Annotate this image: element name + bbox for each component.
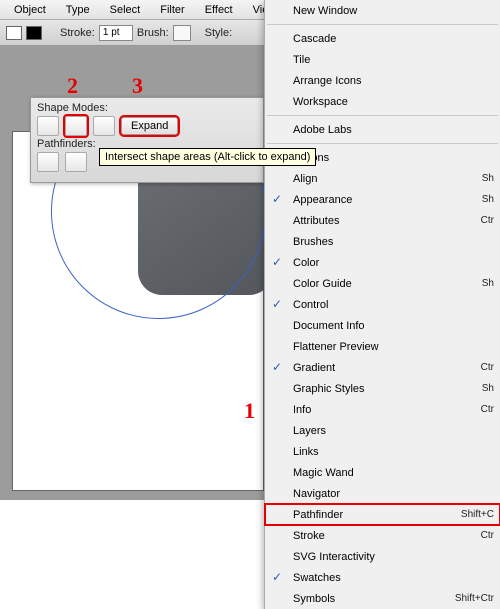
shortcut-label: Ctr <box>481 362 494 373</box>
menuitem-label: Tile <box>293 54 310 66</box>
callout-2: 2 <box>67 73 78 99</box>
check-icon: ✓ <box>272 192 282 206</box>
menuitem-label: Links <box>293 446 319 458</box>
menuitem-info[interactable]: Info Ctr <box>265 399 500 420</box>
menuitem-brushes[interactable]: Brushes <box>265 231 500 252</box>
menuitem-label: Symbols <box>293 593 335 605</box>
shapemode-intersect-icon[interactable] <box>65 116 87 136</box>
menuitem-label: Workspace <box>293 96 348 108</box>
shortcut-label: Sh <box>482 173 494 184</box>
menuitem-workspace[interactable]: Workspace <box>265 91 500 112</box>
menuitem-label: Appearance <box>293 194 352 206</box>
style-label: Style: <box>205 27 233 39</box>
shapemode-exclude-icon[interactable] <box>93 116 115 136</box>
menuitem-label: Stroke <box>293 530 325 542</box>
menuitem-layers[interactable]: Layers <box>265 420 500 441</box>
menuitem-label: New Window <box>293 5 357 17</box>
check-icon: ✓ <box>272 255 282 269</box>
pathfinder-panel: Shape Modes: Expand Pathfinders: Interse… <box>30 97 264 183</box>
menuitem-label: Pathfinder <box>293 509 343 521</box>
menuitem-control[interactable]: ✓ Control <box>265 294 500 315</box>
menuitem-navigator[interactable]: Navigator <box>265 483 500 504</box>
shortcut-label: Sh <box>482 278 494 289</box>
menuitem-label: Align <box>293 173 317 185</box>
menuitem-label: Brushes <box>293 236 333 248</box>
menu-filter[interactable]: Filter <box>150 2 194 18</box>
pathfinder-trim-icon[interactable] <box>65 152 87 172</box>
stroke-swatch[interactable] <box>26 26 42 40</box>
menuitem-cascade[interactable]: Cascade <box>265 28 500 49</box>
menu-type[interactable]: Type <box>56 2 100 18</box>
menuitem-label: Attributes <box>293 215 339 227</box>
menuitem-label: Layers <box>293 425 326 437</box>
check-icon: ✓ <box>272 297 282 311</box>
shortcut-label: Shift+C <box>461 509 494 520</box>
pathfinder-divide-icon[interactable] <box>37 152 59 172</box>
check-icon: ✓ <box>272 360 282 374</box>
menuitem-align[interactable]: Align Sh <box>265 168 500 189</box>
menuitem-label: Info <box>293 404 311 416</box>
shortcut-label: Sh <box>482 383 494 394</box>
menu-effect[interactable]: Effect <box>195 2 243 18</box>
menuitem-label: Arrange Icons <box>293 75 361 87</box>
shapemode-add-icon[interactable] <box>37 116 59 136</box>
menuitem-links[interactable]: Links <box>265 441 500 462</box>
menuitem-arrange-icons[interactable]: Arrange Icons <box>265 70 500 91</box>
menuitem-label: Document Info <box>293 320 365 332</box>
menuitem-stroke[interactable]: Stroke Ctr <box>265 525 500 546</box>
menuitem-pathfinder[interactable]: Pathfinder Shift+C <box>265 504 500 525</box>
artboard[interactable] <box>12 131 264 491</box>
menuitem-swatches[interactable]: ✓ Swatches <box>265 567 500 588</box>
check-icon: ✓ <box>272 570 282 584</box>
menuitem-new-window[interactable]: New Window <box>265 0 500 21</box>
brush-label: Brush: <box>137 27 169 39</box>
menuitem-flattener-preview[interactable]: Flattener Preview <box>265 336 500 357</box>
menuitem-label: Swatches <box>293 572 341 584</box>
menuitem-appearance[interactable]: ✓ Appearance Sh <box>265 189 500 210</box>
menuitem-svg-interactivity[interactable]: SVG Interactivity <box>265 546 500 567</box>
menuitem-magic-wand[interactable]: Magic Wand <box>265 462 500 483</box>
shortcut-label: Ctr <box>481 215 494 226</box>
menuitem-label: Navigator <box>293 488 340 500</box>
menuitem-label: SVG Interactivity <box>293 551 375 563</box>
callout-1: 1 <box>244 398 255 424</box>
menuitem-label: Flattener Preview <box>293 341 379 353</box>
menuitem-symbols[interactable]: Symbols Shift+Ctr <box>265 588 500 609</box>
shape-modes-label: Shape Modes: <box>37 102 257 114</box>
menuitem-label: Color <box>293 257 319 269</box>
menuitem-label: Adobe Labs <box>293 124 352 136</box>
brush-dropdown[interactable] <box>173 25 191 41</box>
menuitem-label: Cascade <box>293 33 336 45</box>
menuitem-color-guide[interactable]: Color Guide Sh <box>265 273 500 294</box>
shortcut-label: Sh <box>482 194 494 205</box>
menuitem-label: Color Guide <box>293 278 352 290</box>
menu-select[interactable]: Select <box>100 2 151 18</box>
menuitem-graphic-styles[interactable]: Graphic Styles Sh <box>265 378 500 399</box>
menuitem-label: Gradient <box>293 362 335 374</box>
menuitem-attributes[interactable]: Attributes Ctr <box>265 210 500 231</box>
menu-object[interactable]: Object <box>4 2 56 18</box>
shortcut-label: Shift+Ctr <box>455 593 494 604</box>
window-menu-dropdown: New Window Cascade Tile Arrange Icons Worksp… <box>264 0 500 609</box>
menuitem-label: Control <box>293 299 328 311</box>
stroke-label: Stroke: <box>60 27 95 39</box>
shortcut-label: Ctr <box>481 530 494 541</box>
menuitem-gradient[interactable]: ✓ Gradient Ctr <box>265 357 500 378</box>
tooltip: Intersect shape areas (Alt-click to expa… <box>99 148 316 166</box>
menuitem-tile[interactable]: Tile <box>265 49 500 70</box>
expand-button[interactable]: Expand <box>121 117 178 135</box>
fill-swatch[interactable] <box>6 26 22 40</box>
menuitem-document-info[interactable]: Document Info <box>265 315 500 336</box>
shortcut-label: Ctr <box>481 404 494 415</box>
menuitem-label: Graphic Styles <box>293 383 365 395</box>
callout-3: 3 <box>132 73 143 99</box>
menuitem-color[interactable]: ✓ Color <box>265 252 500 273</box>
menuitem-adobe-labs[interactable]: Adobe Labs <box>265 119 500 140</box>
stroke-value[interactable]: 1 pt <box>99 25 133 41</box>
menuitem-label: Magic Wand <box>293 467 354 479</box>
